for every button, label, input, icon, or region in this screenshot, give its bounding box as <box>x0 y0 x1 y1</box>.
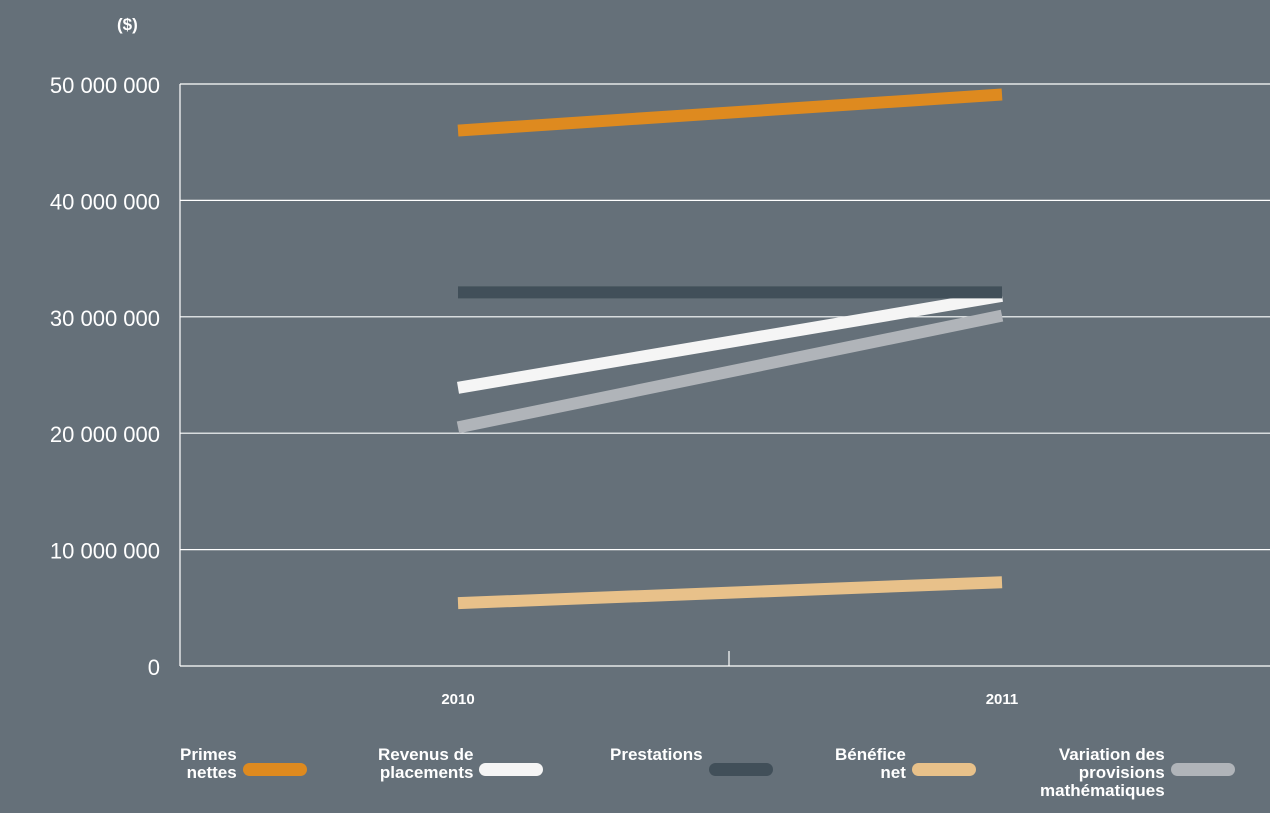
legend-label: Bénéfice net <box>835 746 906 782</box>
legend-label: Primes nettes <box>180 746 237 782</box>
x-axis-ticks: 2010 2011 <box>441 651 1018 708</box>
series-line-primes-nettes <box>457 88 1003 137</box>
legend-label-line: Bénéfice <box>835 745 906 764</box>
legend-label-line: Variation des <box>1058 745 1165 764</box>
legend-label: Prestations <box>610 746 703 764</box>
y-tick-label: 0 <box>148 655 160 680</box>
x-tick-label: 2010 <box>441 691 474 708</box>
legend-swatch <box>479 763 544 776</box>
legend-item: Primes nettes <box>180 746 307 782</box>
legend-item: Variation des provisions mathématiques <box>1040 746 1235 800</box>
legend-label-line: Revenus de <box>378 745 474 764</box>
y-axis-unit-label: ($) <box>117 15 138 34</box>
legend-label-line: placements <box>379 763 474 782</box>
legend-swatch <box>708 763 773 776</box>
y-tick-label: 10 000 000 <box>50 539 160 564</box>
series-line-revenus-de-placements <box>456 289 1004 394</box>
legend-label-line: provisions <box>1078 763 1165 782</box>
series-line-b-n-fice-net <box>457 576 1003 610</box>
legend-swatch <box>911 763 976 776</box>
legend-swatch <box>242 763 307 776</box>
series-line-variation-des-provisions-math-matiques <box>456 309 1004 434</box>
legend-item: Revenus de placements <box>378 746 544 782</box>
legend-label-line: nettes <box>186 763 237 782</box>
legend-label: Variation des provisions mathématiques <box>1040 746 1165 800</box>
legend-label-line: Primes <box>180 745 237 764</box>
y-tick-label: 50 000 000 <box>50 73 160 98</box>
y-axis-ticks: 0 10 000 000 20 000 000 30 000 000 40 000 00… <box>50 73 160 680</box>
y-tick-label: 40 000 000 <box>50 189 160 214</box>
legend-item: Bénéfice net <box>835 746 976 782</box>
series-lines <box>456 88 1004 610</box>
legend-label: Revenus de placements <box>378 746 473 782</box>
legend-label-line: Prestations <box>610 745 703 764</box>
legend-label-line: net <box>880 763 906 782</box>
y-tick-label: 20 000 000 <box>50 422 160 447</box>
legend-swatch <box>1170 763 1235 776</box>
legend-item: Prestations <box>610 746 773 776</box>
y-tick-label: 30 000 000 <box>50 306 160 331</box>
legend-label-line: mathématiques <box>1040 781 1165 800</box>
x-tick-label: 2011 <box>986 691 1019 708</box>
gridlines <box>179 83 1270 667</box>
